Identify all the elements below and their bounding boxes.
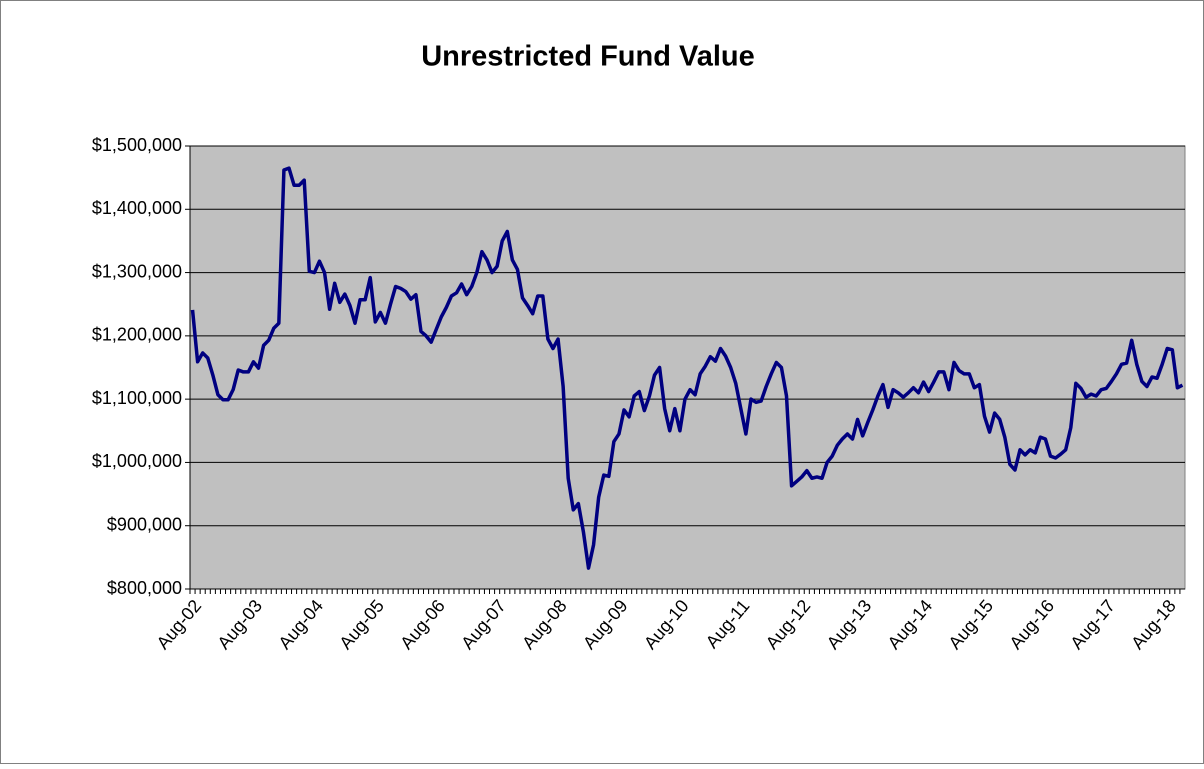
y-tick-label: $800,000	[107, 578, 182, 598]
plot-area	[189, 145, 1186, 590]
y-tick-label: $1,300,000	[92, 261, 182, 281]
y-tick-label: $1,100,000	[92, 388, 182, 408]
y-tick-label: $1,500,000	[92, 135, 182, 155]
y-tick-label: $1,000,000	[92, 451, 182, 471]
data-line	[190, 166, 1184, 570]
y-tick-label: $1,200,000	[92, 325, 182, 345]
y-tick-label: $1,400,000	[92, 198, 182, 218]
chart-title: Unrestricted Fund Value	[421, 41, 755, 73]
y-tick-label: $900,000	[107, 514, 182, 534]
